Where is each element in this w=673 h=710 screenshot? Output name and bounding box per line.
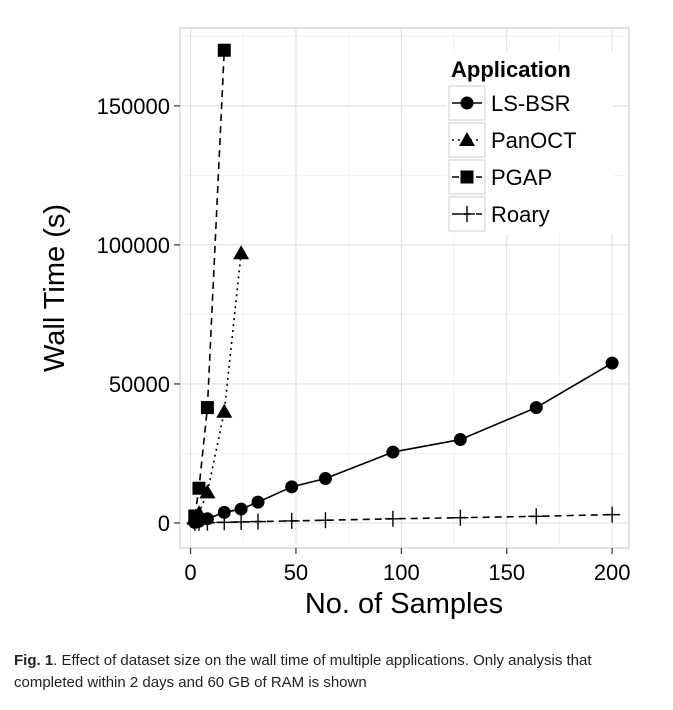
chart: No. of Samples Wall Time (s) 0 50 100 150 20… [39,27,630,620]
x-tick-label: 150 [488,560,525,585]
legend-entry: PanOCT [448,122,577,158]
legend-key-marker [459,206,475,222]
data-point-ls-bsr [234,502,248,516]
x-axis-title: No. of Samples [305,588,503,620]
x-tick-label: 50 [284,560,308,585]
data-point-panoct [199,484,216,499]
caption-text: . Effect of dataset size on the wall tim… [14,652,592,691]
legend-label: LS-BSR [491,91,570,116]
series-line-roary [194,513,613,524]
data-point-ls-bsr [529,401,543,415]
legend-label: PanOCT [491,128,577,153]
data-point-panoct [233,245,250,260]
data-point-roary [384,510,401,527]
data-point-pgap [217,43,231,57]
caption-label: Fig. 1 [14,652,54,669]
data-point-pgap [192,481,206,495]
y-tick-label: 150000 [97,94,170,119]
x-tick-label: 200 [594,560,631,585]
data-point-panoct [216,403,233,418]
data-point-roary [233,513,250,530]
axes: No. of Samples Wall Time (s) 0 50 100 150 20… [39,94,630,620]
data-point-roary [216,514,233,531]
data-point-roary [199,514,216,531]
data-point-ls-bsr [386,445,400,459]
y-axis-title: Wall Time (s) [39,204,71,372]
legend-key-marker [460,170,474,184]
x-tick-label: 100 [383,560,420,585]
series-roary [186,506,621,531]
y-tick-label: 100000 [97,233,170,258]
data-point-roary [452,509,469,526]
legend-entry: Roary [448,196,550,232]
x-tick-label: 0 [184,560,196,585]
data-point-ls-bsr [605,356,619,370]
legend-key-marker [459,132,475,146]
data-point-ls-bsr [251,495,265,509]
data-point-ls-bsr [453,433,467,447]
data-point-ls-bsr [285,480,299,494]
y-tick-label: 0 [158,511,170,536]
data-point-roary [249,513,266,530]
figure-caption: Fig. 1. Effect of dataset size on the wa… [14,650,659,694]
legend-label: PGAP [491,165,552,190]
legend-entry: PGAP [448,159,552,195]
data-point-ls-bsr [318,471,332,485]
series-layer [186,43,621,531]
legend-label: Roary [491,202,550,227]
data-point-roary [317,512,334,529]
data-point-roary [283,512,300,529]
legend-title: Application [451,57,571,82]
data-point-pgap [200,401,214,415]
legend-entry: LS-BSR [448,85,570,121]
series-line-pgap [193,50,226,517]
data-point-roary [604,506,621,523]
data-point-ls-bsr [217,505,231,519]
y-tick-label: 50000 [109,372,170,397]
legend: Application LS-BSR PanOCT PGAP Roary [446,52,613,234]
legend-key-marker [460,96,474,110]
data-point-roary [528,508,545,525]
